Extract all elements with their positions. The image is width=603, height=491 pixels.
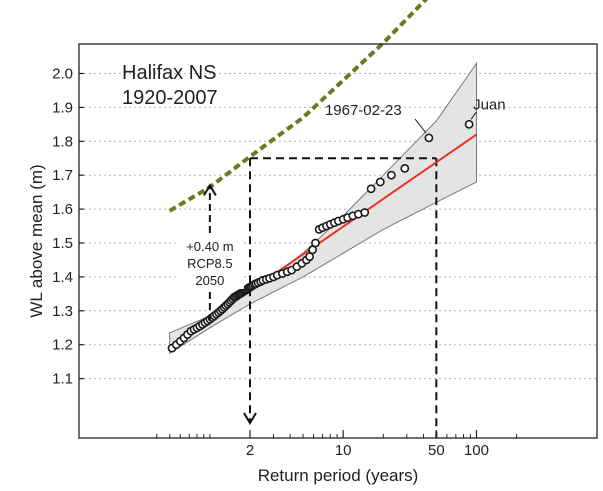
x-tick-label: 100: [464, 442, 489, 459]
x-axis-ticks: 2 10 50 100: [156, 430, 518, 459]
observation-point: [400, 163, 410, 173]
y-axis-label: WL above mean (m): [27, 164, 46, 317]
y-tick-label: 1.5: [52, 235, 73, 252]
event-juan-label: Juan: [473, 96, 506, 113]
observation-point: [424, 133, 434, 143]
plot-frame: [78, 43, 598, 439]
x-tick-label: 10: [335, 442, 352, 459]
chart-title: Halifax NS: [122, 62, 216, 84]
y-tick-label: 1.3: [52, 303, 73, 320]
projection-curve: [168, 0, 429, 213]
y-tick-label: 1.4: [52, 269, 73, 286]
x-tick-label: 2: [246, 442, 254, 459]
y-tick-label: 1.1: [52, 371, 73, 388]
y-tick-label: 1.2: [52, 337, 73, 354]
observation-point: [375, 177, 385, 187]
observation-point: [386, 170, 396, 180]
sea-level-rise-year: 2050: [195, 273, 224, 288]
sea-level-rise-label-box: [175, 237, 244, 289]
x-axis-label: Return period (years): [258, 466, 419, 485]
y-tick-label: 1.7: [52, 167, 73, 184]
y-tick-label: 2.0: [52, 66, 73, 83]
observation-point: [464, 119, 474, 129]
sea-level-rise-scenario: RCP8.5: [187, 256, 233, 271]
event-1967-label: 1967-02-23: [325, 102, 402, 119]
observation-point: [311, 238, 320, 248]
event-1967-leader: [414, 118, 427, 134]
arrow-up-icon: [203, 183, 217, 196]
y-tick-label: 1.6: [52, 201, 73, 218]
y-tick-label: 1.9: [52, 99, 73, 116]
observation-points: [167, 119, 474, 353]
observation-point: [360, 208, 370, 217]
chart-subtitle: 1920-2007: [122, 87, 218, 109]
arrow-down-icon: [243, 412, 257, 425]
event-juan-leader: [470, 112, 477, 120]
x-tick-label: 50: [428, 442, 445, 459]
sea-level-rise-amount: +0.40 m: [186, 239, 233, 254]
observation-point: [366, 184, 376, 194]
y-axis-ticks: 1.1 1.2 1.3 1.4 1.5 1.6 1.7 1.8 1.9 2.0: [52, 66, 84, 388]
grid-lines: [79, 73, 597, 380]
y-tick-label: 1.8: [52, 133, 73, 150]
